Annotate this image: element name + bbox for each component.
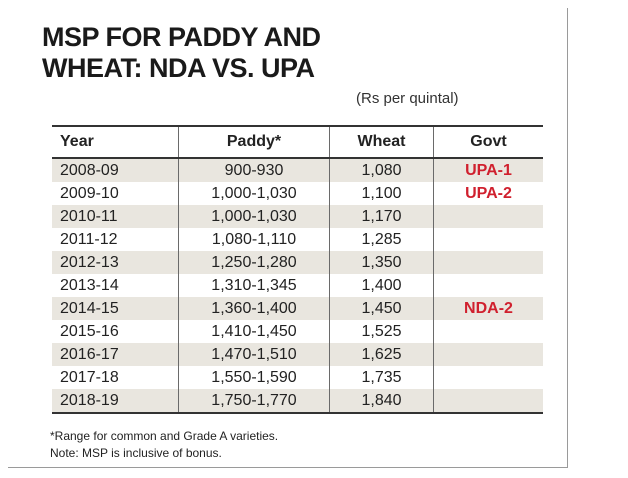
- cell-wheat: 1,400: [329, 274, 434, 297]
- cell-year: 2015-16: [52, 320, 179, 343]
- footnotes: *Range for common and Grade A varieties.…: [50, 428, 278, 462]
- cell-wheat: 1,625: [329, 343, 434, 366]
- cell-govt: [433, 228, 543, 251]
- cell-year: 2017-18: [52, 366, 179, 389]
- cell-paddy: 1,360-1,400: [178, 297, 330, 320]
- cell-paddy: 1,310-1,345: [178, 274, 330, 297]
- table-row: 2016-17 1,470-1,510 1,625: [52, 343, 543, 366]
- cell-govt: UPA-2: [433, 182, 543, 205]
- footnote-paddy-range: *Range for common and Grade A varieties.: [50, 429, 279, 443]
- table-row: 2017-18 1,550-1,590 1,735: [52, 366, 543, 389]
- cell-paddy: 1,000-1,030: [178, 205, 330, 228]
- cell-govt: [433, 320, 543, 343]
- cell-year: 2008-09: [52, 158, 179, 182]
- cell-govt: [433, 251, 543, 274]
- cell-govt: [433, 343, 543, 366]
- cell-year: 2009-10: [52, 182, 179, 205]
- cell-year: 2018-19: [52, 389, 179, 414]
- chart-title: MSP FOR PADDY AND WHEAT: NDA VS. UPA: [42, 22, 321, 83]
- cell-wheat: 1,350: [329, 251, 434, 274]
- table-row: 2014-15 1,360-1,400 1,450 NDA-2: [52, 297, 543, 320]
- cell-paddy: 1,410-1,450: [178, 320, 330, 343]
- cell-paddy: 1,000-1,030: [178, 182, 330, 205]
- cell-year: 2013-14: [52, 274, 179, 297]
- cell-paddy: 1,550-1,590: [178, 366, 330, 389]
- table-row: 2012-13 1,250-1,280 1,350: [52, 251, 543, 274]
- table-row: 2013-14 1,310-1,345 1,400: [52, 274, 543, 297]
- table-header-row: Year Paddy* Wheat Govt: [52, 125, 543, 159]
- cell-govt: UPA-1: [433, 158, 543, 182]
- cell-year: 2010-11: [52, 205, 179, 228]
- cell-wheat: 1,170: [329, 205, 434, 228]
- table-row: 2011-12 1,080-1,110 1,285: [52, 228, 543, 251]
- msp-table: Year Paddy* Wheat Govt 2008-09 900-930 1,0…: [52, 125, 543, 414]
- cell-paddy: 1,470-1,510: [178, 343, 330, 366]
- table-row: 2008-09 900-930 1,080 UPA-1: [52, 158, 543, 182]
- unit-note: (Rs per quintal): [356, 90, 459, 107]
- cell-govt: [433, 274, 543, 297]
- cell-year: 2014-15: [52, 297, 179, 320]
- cell-wheat: 1,100: [329, 182, 434, 205]
- column-header-govt: Govt: [433, 125, 543, 159]
- cell-year: 2016-17: [52, 343, 179, 366]
- table-row: 2018-19 1,750-1,770 1,840: [52, 389, 543, 414]
- cell-govt: [433, 366, 543, 389]
- footnote-bonus: Note: MSP is inclusive of bonus.: [50, 446, 222, 460]
- column-header-paddy: Paddy*: [178, 125, 330, 159]
- cell-govt: [433, 389, 543, 414]
- cell-wheat: 1,285: [329, 228, 434, 251]
- table-row: 2015-16 1,410-1,450 1,525: [52, 320, 543, 343]
- table-row: 2009-10 1,000-1,030 1,100 UPA-2: [52, 182, 543, 205]
- cell-wheat: 1,450: [329, 297, 434, 320]
- cell-wheat: 1,735: [329, 366, 434, 389]
- cell-year: 2012-13: [52, 251, 179, 274]
- cell-wheat: 1,840: [329, 389, 434, 414]
- column-header-wheat: Wheat: [329, 125, 434, 159]
- cell-paddy: 1,750-1,770: [178, 389, 330, 414]
- cell-govt: NDA-2: [433, 297, 543, 320]
- cell-paddy: 1,250-1,280: [178, 251, 330, 274]
- cell-paddy: 1,080-1,110: [178, 228, 330, 251]
- table-body: 2008-09 900-930 1,080 UPA-1 2009-10 1,000-1,0…: [52, 158, 543, 414]
- cell-year: 2011-12: [52, 228, 179, 251]
- cell-wheat: 1,080: [329, 158, 434, 182]
- cell-paddy: 900-930: [178, 158, 330, 182]
- cell-wheat: 1,525: [329, 320, 434, 343]
- cell-govt: [433, 205, 543, 228]
- column-header-year: Year: [52, 125, 179, 159]
- table-row: 2010-11 1,000-1,030 1,170: [52, 205, 543, 228]
